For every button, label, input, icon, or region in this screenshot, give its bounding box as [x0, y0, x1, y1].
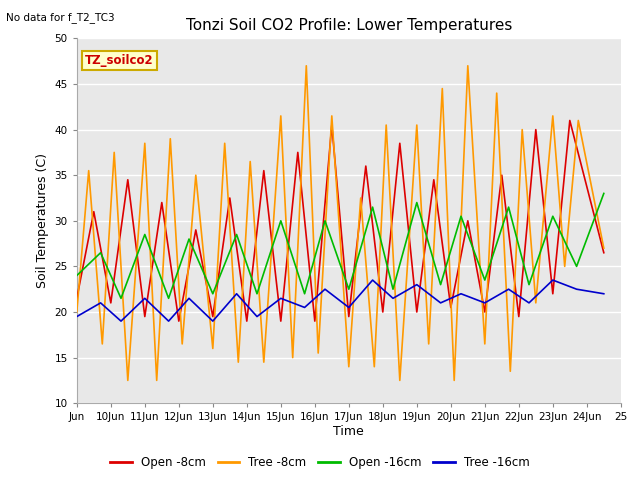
Text: No data for f_T2_TC3: No data for f_T2_TC3	[6, 12, 115, 23]
Legend: Open -8cm, Tree -8cm, Open -16cm, Tree -16cm: Open -8cm, Tree -8cm, Open -16cm, Tree -…	[106, 452, 534, 474]
X-axis label: Time: Time	[333, 425, 364, 438]
Y-axis label: Soil Temperatures (C): Soil Temperatures (C)	[36, 153, 49, 288]
Title: Tonzi Soil CO2 Profile: Lower Temperatures: Tonzi Soil CO2 Profile: Lower Temperatur…	[186, 18, 512, 33]
Text: TZ_soilco2: TZ_soilco2	[85, 54, 154, 67]
